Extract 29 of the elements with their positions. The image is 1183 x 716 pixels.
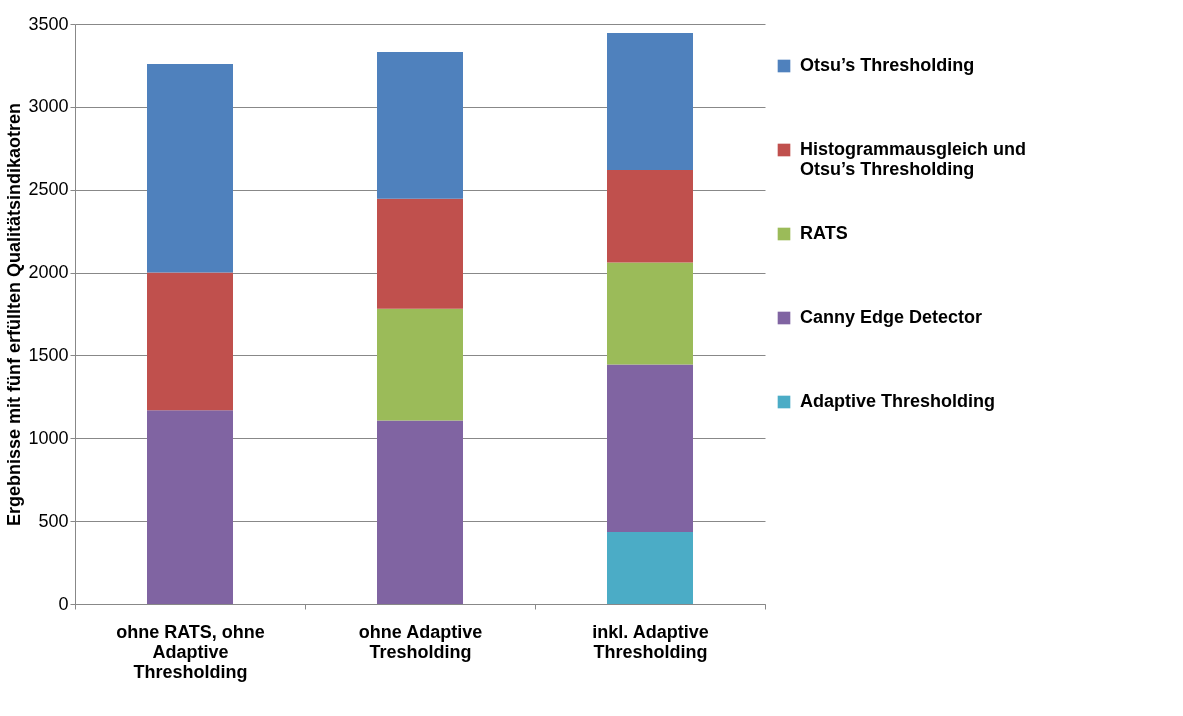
y-tick-label: 3500	[28, 13, 69, 34]
bar	[147, 272, 233, 411]
bar	[377, 198, 463, 309]
bar	[147, 63, 233, 273]
y-tick-label: 500	[38, 510, 69, 531]
bar	[147, 410, 233, 604]
bar	[607, 262, 693, 365]
y-tick-label: 3000	[28, 96, 69, 117]
y-axis-title: Ergebnisse mit fünf erfüllten Qualitätsindikaotren	[4, 102, 25, 527]
legend-label: Otsu’s Thresholding	[800, 55, 975, 75]
legend-label: Adaptive Thresholding	[800, 391, 996, 411]
x-tick-label: ohne RATS, ohne Adaptive Thresholding	[116, 621, 265, 682]
legend-label: Canny Edge Detector	[800, 307, 983, 327]
y-tick-label: 2500	[28, 179, 69, 200]
bar	[377, 52, 463, 199]
bar	[377, 420, 463, 604]
bar	[377, 308, 463, 421]
legend-label: RATS	[800, 223, 848, 243]
bar	[607, 33, 693, 170]
legend-label: Histogrammausgleich und Otsu’s Thresholding	[800, 139, 1027, 179]
bar	[607, 169, 693, 263]
bar	[607, 364, 693, 532]
y-tick-label: 1000	[28, 427, 69, 448]
y-tick-label: 1500	[28, 344, 69, 365]
bar	[607, 531, 693, 604]
x-tick-label: ohne Adaptive Tresholding	[358, 621, 483, 662]
y-tick-label: 0	[58, 593, 69, 614]
x-tick-label: inkl. Adaptive Thresholding	[592, 621, 709, 662]
y-tick-label: 2000	[28, 262, 69, 283]
